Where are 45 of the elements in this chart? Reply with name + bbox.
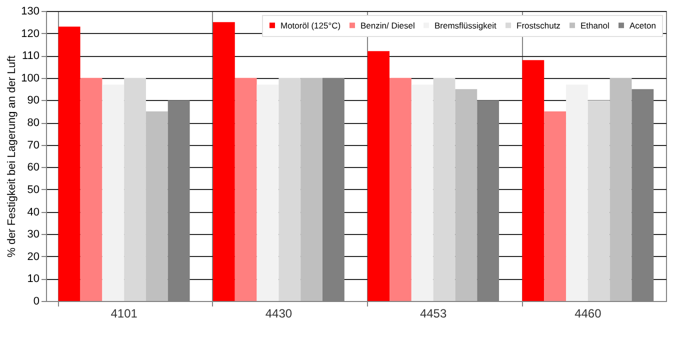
- bar: [212, 22, 235, 301]
- y-axis-title: % der Festigkeit bei Lagerung an der Luft: [6, 56, 18, 258]
- y-tick-label: 10: [27, 273, 40, 286]
- bar: [146, 111, 168, 301]
- x-tick-label: 4453: [420, 306, 447, 320]
- y-tick-label: 50: [27, 184, 40, 196]
- bar: [300, 78, 322, 301]
- bar: [278, 78, 301, 301]
- bar: [234, 78, 257, 301]
- y-tick-label: 0: [33, 296, 40, 308]
- y-tick-label: 70: [27, 139, 40, 152]
- legend-label: Benzin/ Diesel: [360, 20, 415, 30]
- y-tick-label: 60: [27, 162, 40, 174]
- bar: [411, 84, 434, 301]
- bar: [368, 51, 390, 301]
- legend-label: Aceton: [630, 20, 656, 30]
- y-tick-label: 20: [27, 250, 40, 263]
- bar: [256, 84, 279, 301]
- bar: [58, 26, 80, 301]
- y-tick-label: 100: [21, 72, 40, 84]
- y-tick-label: 110: [22, 50, 40, 62]
- y-tick-label: 120: [21, 28, 40, 40]
- bar: [588, 100, 610, 301]
- bar: [80, 78, 102, 301]
- legend-label: Bremsflüssigkeit: [434, 20, 498, 30]
- legend-label: Ethanol: [580, 20, 610, 30]
- y-tick-label: 130: [21, 6, 40, 18]
- x-tick-label: 4460: [574, 306, 602, 320]
- y-tick-label: 90: [27, 94, 40, 107]
- legend-label: Frostschutz: [516, 20, 560, 30]
- bar: [390, 78, 412, 301]
- x-tick-label: 4101: [110, 306, 138, 320]
- bar: [102, 84, 124, 301]
- x-tick-label: 4430: [265, 306, 292, 320]
- bar: [455, 89, 478, 301]
- bar: [610, 78, 632, 301]
- bar: [124, 78, 146, 301]
- y-tick-label: 30: [27, 228, 40, 241]
- bar: [433, 78, 456, 301]
- legend-label: Motoröl (125°C): [280, 20, 341, 30]
- y-tick-label: 40: [27, 206, 40, 218]
- y-tick-label: 80: [27, 117, 40, 130]
- bar: [522, 60, 544, 301]
- bar: [544, 111, 566, 301]
- bar: [566, 84, 588, 301]
